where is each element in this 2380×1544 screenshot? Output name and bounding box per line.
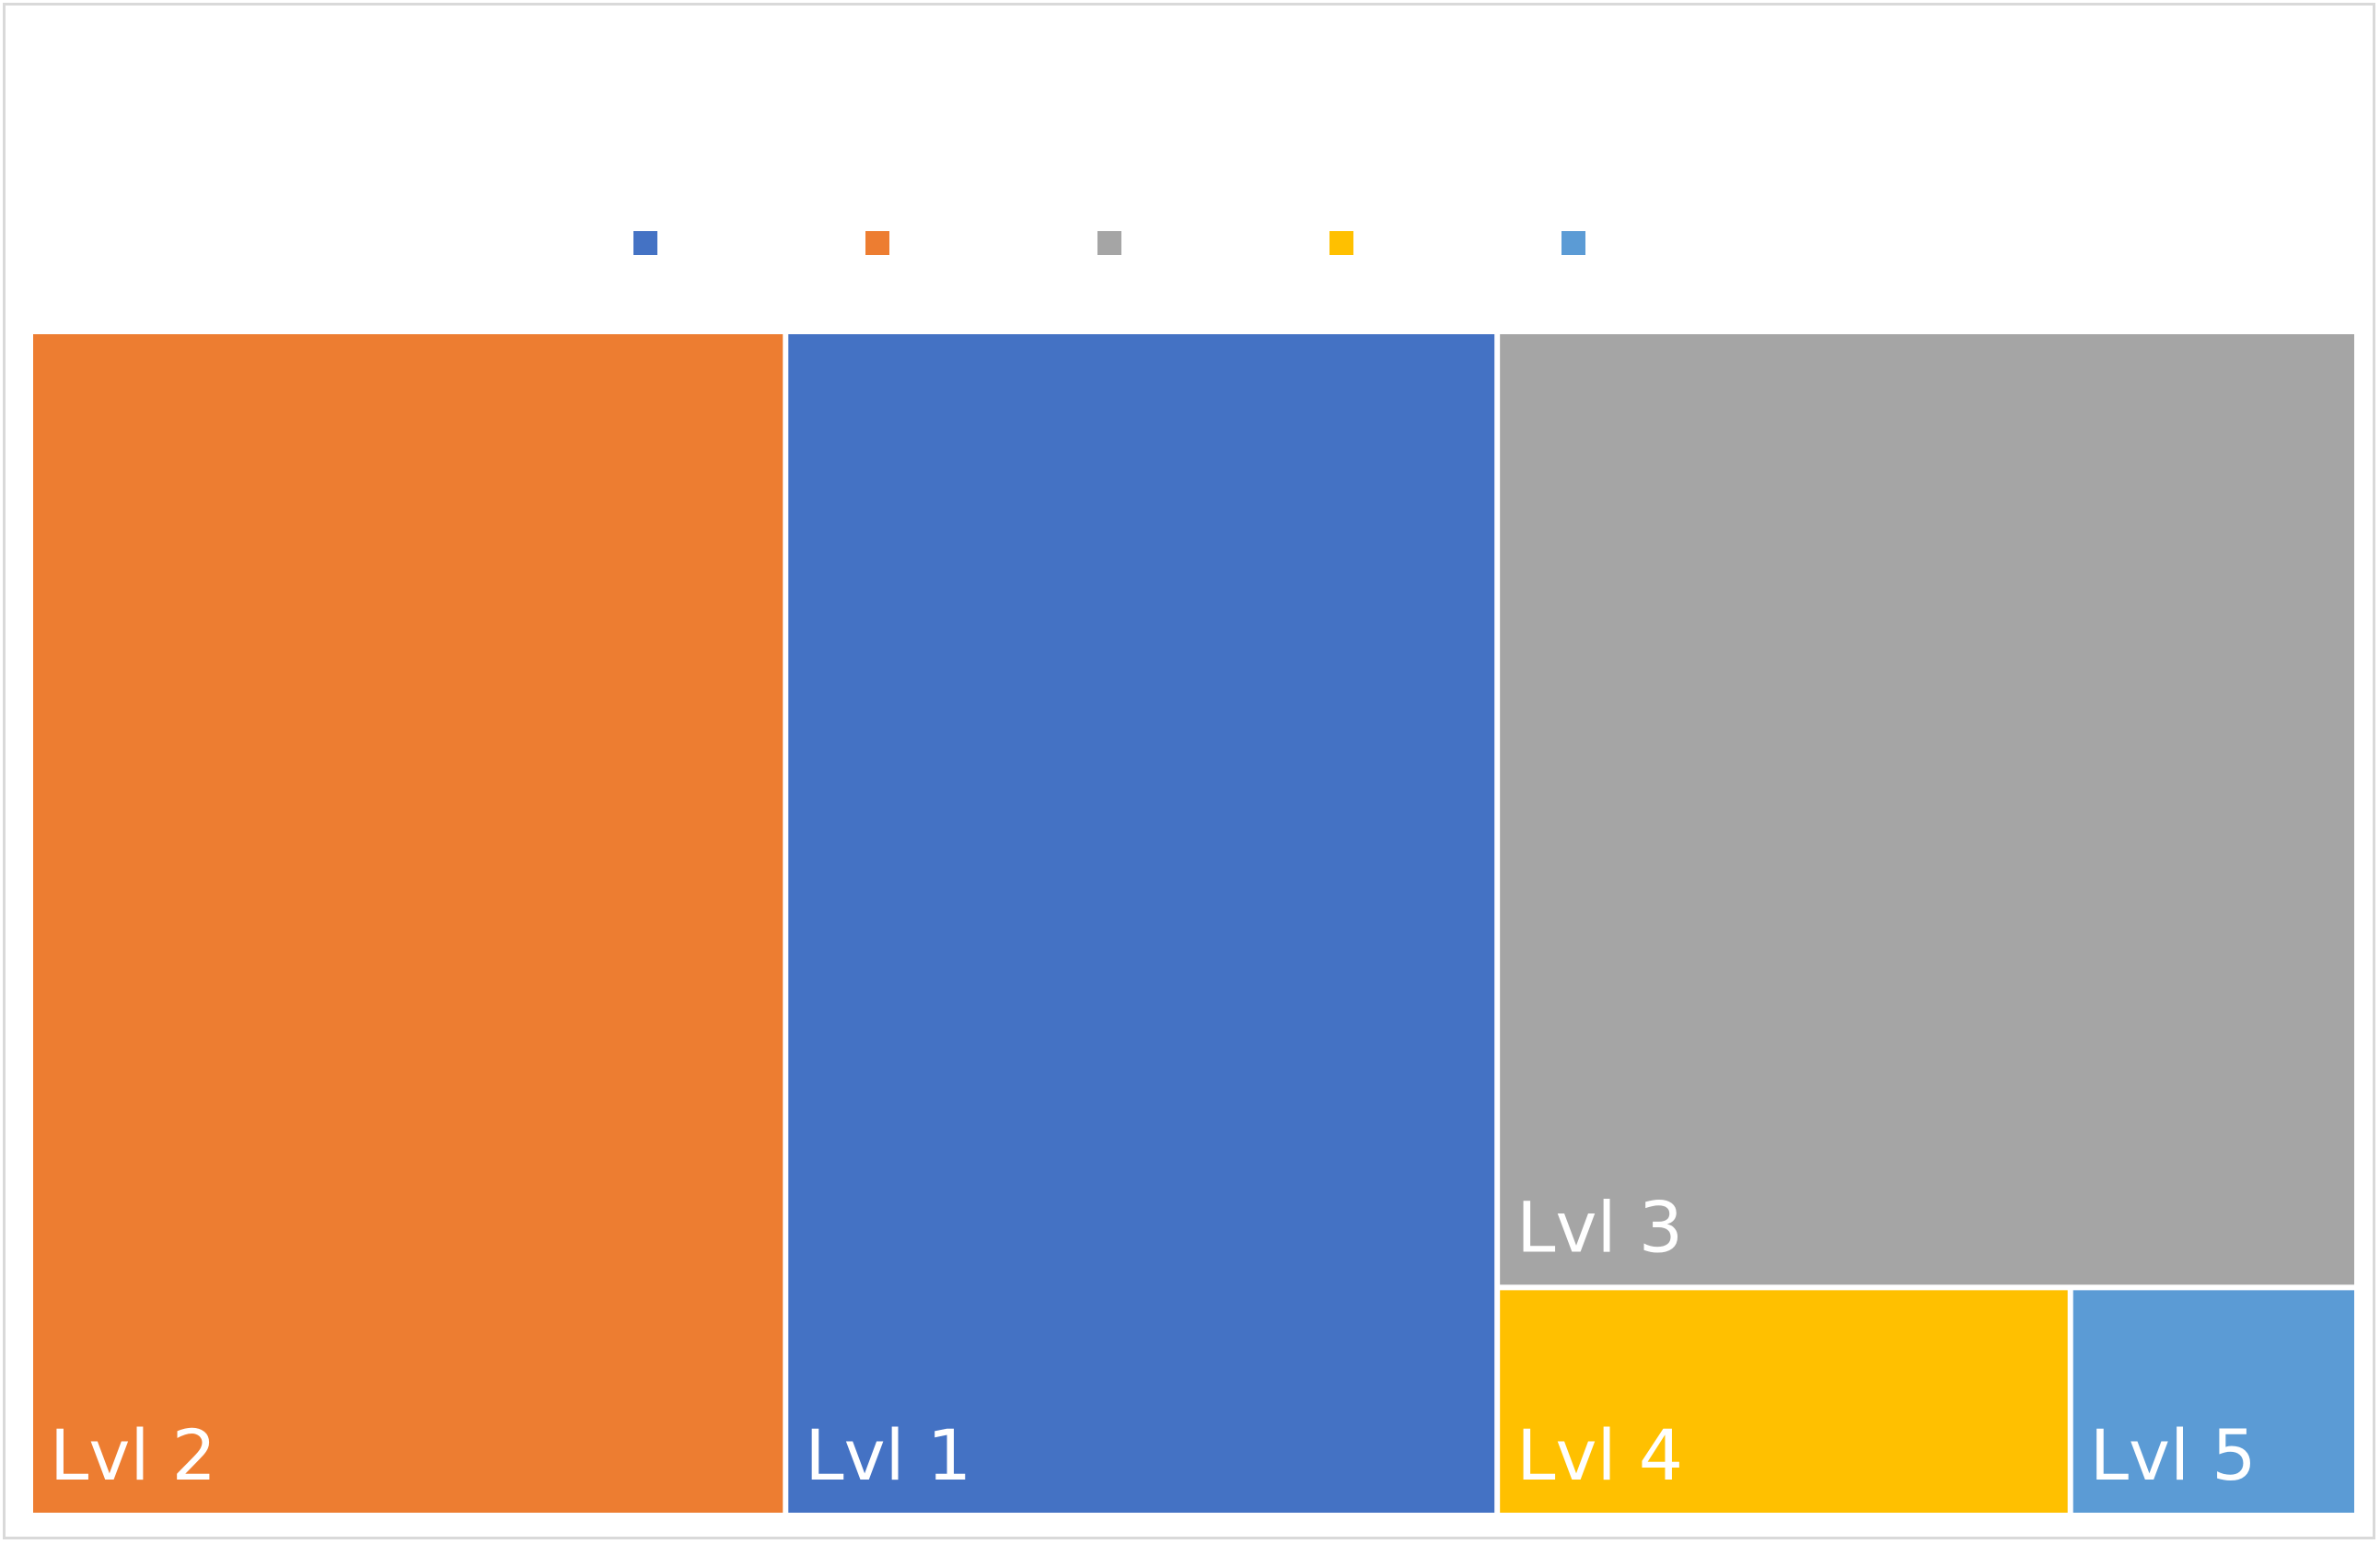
legend-marker-1 <box>633 231 657 255</box>
treemap-chart: Lvl 2 Lvl 1 Lvl 3 Lvl 4 Lvl 5 <box>33 231 2354 1513</box>
tile-label-lvl-3: Lvl 3 <box>1516 1186 1683 1268</box>
legend-marker-2 <box>865 231 889 255</box>
legend-marker-3 <box>1097 231 1121 255</box>
legend-marker-5 <box>1562 231 1585 255</box>
legend-marker-4 <box>1329 231 1353 255</box>
tile-label-lvl-2: Lvl 2 <box>50 1414 216 1496</box>
tile-label-lvl-4: Lvl 4 <box>1516 1414 1683 1496</box>
legend <box>633 231 1585 255</box>
tile-lvl-1 <box>788 334 1495 1513</box>
tile-lvl-2 <box>33 334 784 1513</box>
tile-lvl-3 <box>1500 334 2354 1285</box>
tile-lvl-5 <box>2072 1290 2354 1513</box>
tile-lvl-4 <box>1500 1290 2068 1513</box>
tile-label-lvl-1: Lvl 1 <box>805 1414 971 1496</box>
treemap-tiles: Lvl 2 Lvl 1 Lvl 3 Lvl 4 Lvl 5 <box>33 334 2354 1513</box>
chart-frame: Lvl 2 Lvl 1 Lvl 3 Lvl 4 Lvl 5 <box>3 3 2375 1539</box>
tile-label-lvl-5: Lvl 5 <box>2090 1414 2257 1496</box>
